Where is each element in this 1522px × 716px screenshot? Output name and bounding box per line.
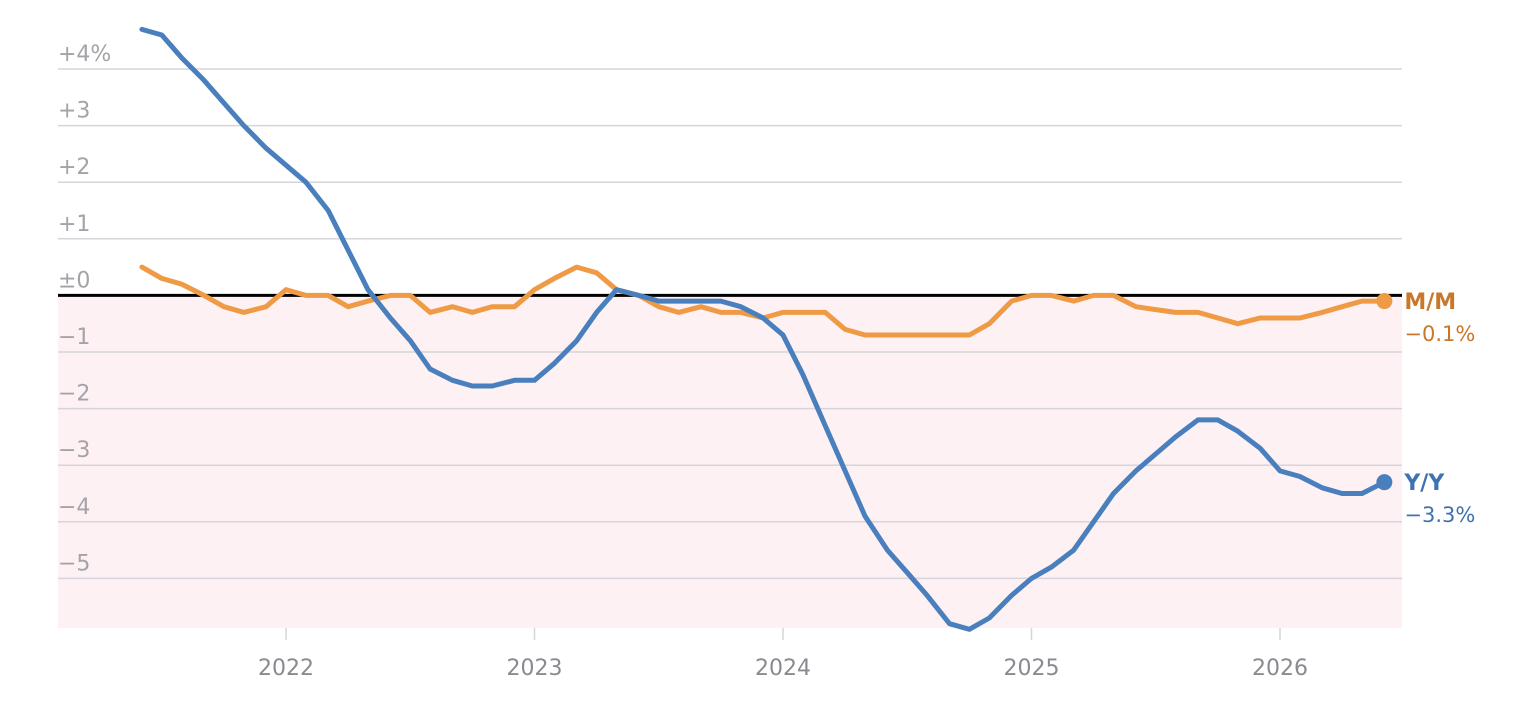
x-tick-label: 2026	[1252, 656, 1308, 681]
y-tick-label: +3	[58, 99, 90, 124]
series-name-label: M/M	[1404, 290, 1456, 315]
series-end-marker	[1376, 474, 1393, 491]
gridlines	[58, 68, 1402, 580]
series-lines	[139, 26, 1387, 632]
y-tick-label: +1	[58, 212, 90, 237]
y-tick-label: −3	[58, 438, 90, 463]
series-end-marker	[1376, 293, 1393, 310]
x-tick-label: 2025	[1004, 656, 1060, 681]
series-value-label: −3.3%	[1404, 503, 1475, 527]
negative-region	[58, 295, 1402, 628]
y-tick-label: −5	[58, 551, 90, 576]
series-value-label: −0.1%	[1404, 322, 1475, 346]
x-axis-ticks: 2022 2023 2024 2025 2026	[258, 628, 1308, 681]
x-tick-label: 2024	[755, 656, 811, 681]
series-name-label: Y/Y	[1403, 471, 1445, 496]
y-tick-label: +4%	[58, 42, 111, 67]
y-tick-label: +2	[58, 155, 90, 180]
y-axis-ticks: +4% +3 +2 +1 ±0 −1 −2 −3 −4 −5	[58, 42, 111, 576]
y-tick-label: −2	[58, 382, 90, 407]
series-line-yy	[139, 26, 1387, 632]
y-tick-label: −1	[58, 325, 90, 350]
y-tick-label: −4	[58, 495, 90, 520]
x-tick-label: 2022	[258, 656, 314, 681]
series-end-labels: M/M −0.1% Y/Y −3.3%	[1376, 290, 1475, 527]
x-tick-label: 2023	[507, 656, 563, 681]
y-tick-label: ±0	[58, 268, 90, 293]
